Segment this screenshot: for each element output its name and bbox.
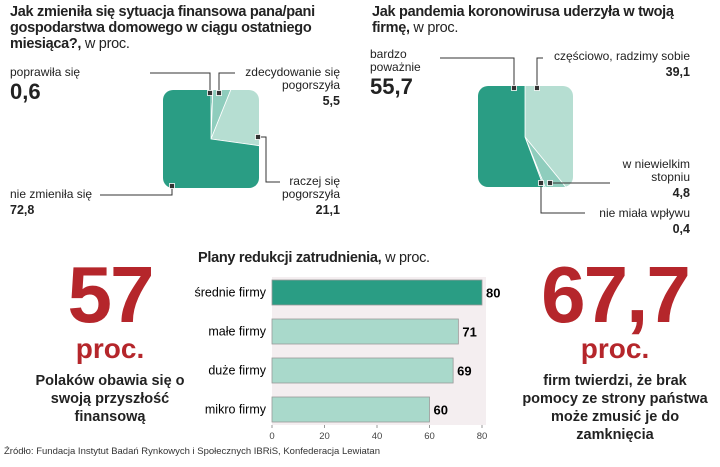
pie-slice (478, 86, 558, 187)
value-label: 5,5 (322, 94, 340, 108)
leader-dot (534, 85, 540, 91)
title-text: Plany redukcji zatrudnienia, (198, 250, 382, 266)
stat-text: Polaków obawia się o swoją przyszłość fi… (35, 373, 185, 425)
value-label: 71 (462, 325, 476, 340)
category-label: średnie firmy (194, 286, 266, 300)
chart-title: Plany redukcji zatrudnienia, w proc. (198, 250, 498, 266)
x-tick-label: 80 (477, 431, 488, 442)
value-label: 21,1 (315, 203, 340, 217)
pie-slice (524, 136, 573, 187)
stat-number: 57 (67, 250, 155, 339)
leader-line (258, 136, 280, 183)
x-tick-label: 0 (269, 431, 274, 442)
slice-label: bardzo poważnie (370, 47, 421, 74)
slice-label: częściowo, radzimy sobie (553, 49, 690, 63)
slice-label: w niewielkim stopniu (622, 157, 690, 184)
bar (271, 396, 430, 423)
x-tick-label: 20 (319, 431, 330, 442)
leader-dot (511, 85, 517, 91)
leader-dot (255, 134, 261, 140)
pie-slice (524, 86, 573, 187)
x-tick-label: 60 (424, 431, 435, 442)
value-label: 55,7 (370, 74, 413, 99)
x-tick-label: 40 (372, 431, 383, 442)
value-label: 72,8 (10, 203, 35, 217)
leader-line (540, 183, 585, 214)
stat-unit: proc. (580, 333, 650, 364)
subtitle: w proc. (385, 250, 430, 266)
slice-label: zdecydowanie się pogorszyła (245, 65, 340, 92)
slice-label: nie zmieniła się (10, 187, 93, 201)
chart-title: Jak pandemia koronowirusa uderzyła w two… (372, 4, 712, 36)
source: Źródło: Fundacja Instytut Badań Rynkowyc… (4, 446, 380, 457)
subtitle: w proc. (413, 20, 459, 36)
bar (271, 357, 454, 384)
value-label: 39,1 (665, 65, 690, 79)
pie-slice (163, 90, 259, 188)
pie-slice (524, 136, 560, 187)
bar (271, 318, 459, 345)
title-text: Jak pandemia koronowirusa uderzyła w two… (372, 4, 674, 36)
leader-dot (547, 180, 553, 186)
category-label: małe firmy (208, 325, 266, 339)
leader-line (440, 57, 515, 88)
value-label: 80 (486, 286, 500, 301)
slice-label: nie miała wpływu (599, 206, 690, 220)
pie-slice (210, 90, 259, 152)
leader-line (100, 186, 173, 196)
leader-line (150, 72, 211, 93)
value-label: 4,8 (672, 186, 690, 200)
leader-line (218, 72, 235, 93)
leader-line (536, 57, 543, 88)
value-label: 60 (434, 403, 448, 418)
stat-unit: proc. (75, 333, 145, 364)
leader-dot (207, 90, 213, 96)
leader-dot (216, 90, 222, 96)
slice-label: raczej się pogorszyła (281, 174, 340, 201)
leader-dot (169, 183, 175, 189)
stat-text: firm twierdzi, że brak pomocy ze strony … (522, 373, 708, 443)
value-label: 0,6 (10, 79, 41, 104)
value-label: 0,4 (672, 222, 690, 236)
category-label: duże firmy (208, 364, 266, 378)
value-label: 69 (457, 364, 471, 379)
pie-slice (210, 90, 246, 140)
subtitle: w proc. (84, 36, 130, 52)
slice-label: poprawiła się (10, 65, 81, 79)
title-text: Jak zmieniła się sytuacja finansowa pana… (10, 4, 315, 52)
chart-title: Jak zmieniła się sytuacja finansowa pana… (10, 4, 355, 52)
leader-dot (538, 180, 544, 186)
stat-number: 67,7 (541, 250, 691, 339)
category-label: mikro firmy (205, 403, 267, 417)
bar (271, 279, 483, 306)
